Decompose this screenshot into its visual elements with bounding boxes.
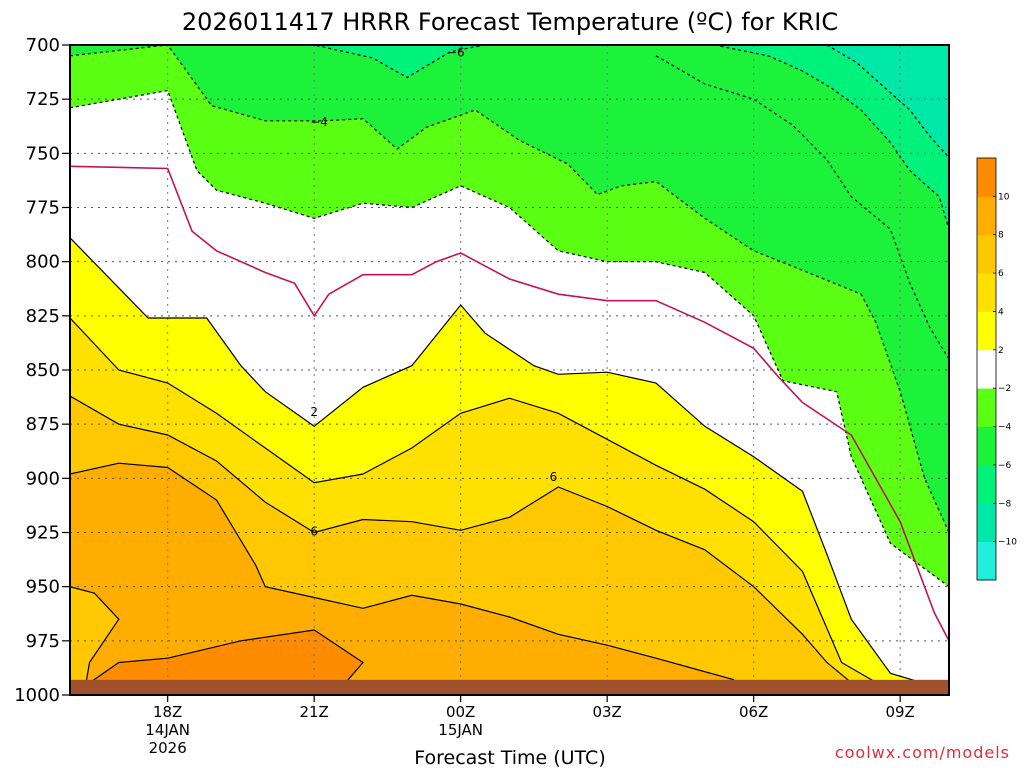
contour-labels: −6 −4 2 6 6 (310, 46, 558, 539)
colorbar-label-6: −4 (998, 423, 1012, 433)
colorbar-swatch-4 (977, 388, 996, 427)
y-tick-label-700: 700 (26, 35, 60, 56)
x-tick-label-00Z-1: 15JAN (438, 721, 483, 739)
colorbar-label-3: 4 (998, 307, 1004, 317)
contour-label-3: 6 (310, 524, 318, 538)
contour-10-12 (84, 629, 364, 692)
y-tick-label-800: 800 (26, 252, 60, 273)
colorbar-swatch-5 (977, 349, 996, 389)
y-tick-label-775: 775 (26, 198, 60, 219)
contour--2-3 (655, 55, 949, 360)
x-tick-label-00Z-0: 00Z (446, 703, 475, 721)
contour-6-9 (70, 395, 862, 692)
colorbar-swatch-10 (977, 158, 996, 197)
colorbar-label-5: −2 (998, 384, 1011, 394)
x-tick-label-06Z-0: 06Z (739, 703, 768, 721)
x-tick-label-18Z-0: 18Z (153, 703, 182, 721)
y-tick-label-1000: 1000 (14, 685, 60, 706)
contour--4-1 (70, 45, 949, 533)
y-tick-label-925: 925 (26, 523, 60, 544)
contour-label-4: 6 (550, 470, 558, 484)
x-tick-label-21Z-0: 21Z (299, 703, 328, 721)
colorbar-label-1: 8 (998, 231, 1004, 241)
colorbar-swatch-0 (977, 541, 996, 581)
contour-2-7 (70, 237, 949, 692)
fill-upper-right-minus8 (826, 45, 949, 158)
colorbar-frame (976, 157, 997, 581)
terrain-rect (70, 679, 949, 695)
x-tick-label-03Z-0: 03Z (592, 703, 621, 721)
colorbar-swatch-6 (977, 311, 996, 351)
fill-8-pocket (70, 586, 119, 695)
colorbar-swatch-8 (977, 234, 996, 274)
contour--2-2 (70, 89, 949, 588)
contour-8-10 (70, 462, 735, 681)
x-tick-label-18Z-2: 2026 (149, 739, 187, 757)
colorbar-swatch-2 (977, 464, 996, 504)
y-tick-label-750: 750 (26, 143, 60, 164)
temperature-fill-layers (70, 45, 949, 695)
contour-4-8 (70, 317, 891, 692)
y-tick-label-875: 875 (26, 414, 60, 435)
contour-label-0: −6 (447, 46, 465, 60)
x-axis-label: Forecast Time (UTC) (414, 747, 605, 768)
y-tick-label-900: 900 (26, 468, 60, 489)
y-tick-label-975: 975 (26, 631, 60, 652)
y-tick-label-725: 725 (26, 89, 60, 110)
colorbar-label-8: −8 (998, 499, 1012, 509)
colorbar-swatch-1 (977, 503, 996, 543)
contour--6-5 (826, 45, 949, 159)
colorbar-swatch-9 (977, 196, 996, 236)
colorbar-label-9: −10 (998, 538, 1017, 548)
colorbar-swatch-3 (977, 426, 996, 466)
contour--4-4 (714, 45, 949, 230)
contour-8-11 (70, 586, 120, 691)
contour-label-1: −4 (310, 115, 328, 129)
colorbar-label-4: 2 (998, 346, 1004, 356)
contour-0-6 (70, 165, 949, 642)
y-tick-label-825: 825 (26, 306, 60, 327)
fill-minus6-to-minus8 (172, 45, 486, 78)
colorbar-swatch-7 (977, 273, 996, 312)
credit-text: coolwx.com/models (835, 743, 1010, 762)
colorbar-label-0: 10 (998, 192, 1010, 202)
fill-10-plus (84, 630, 363, 691)
x-tick-label-18Z-1: 14JAN (145, 721, 190, 739)
y-tick-label-950: 950 (26, 577, 60, 598)
colorbar-label-2: 6 (998, 269, 1004, 279)
chart-title: 2026011417 HRRR Forecast Temperature (ºC… (182, 8, 838, 36)
colorbar-label-7: −6 (998, 461, 1012, 471)
x-tick-label-09Z-0: 09Z (885, 703, 914, 721)
contour-label-2: 2 (310, 405, 318, 419)
y-tick-label-850: 850 (26, 360, 60, 381)
terrain-band (70, 679, 949, 695)
y-axis-ticks: 700 725 750 775 800 825 850 875 900 925 950 975 1000 (14, 35, 70, 706)
contour-lines (70, 45, 949, 692)
colorbar: 10 8 6 4 2 −2 −4 −6 −8 −10 (976, 157, 1017, 581)
